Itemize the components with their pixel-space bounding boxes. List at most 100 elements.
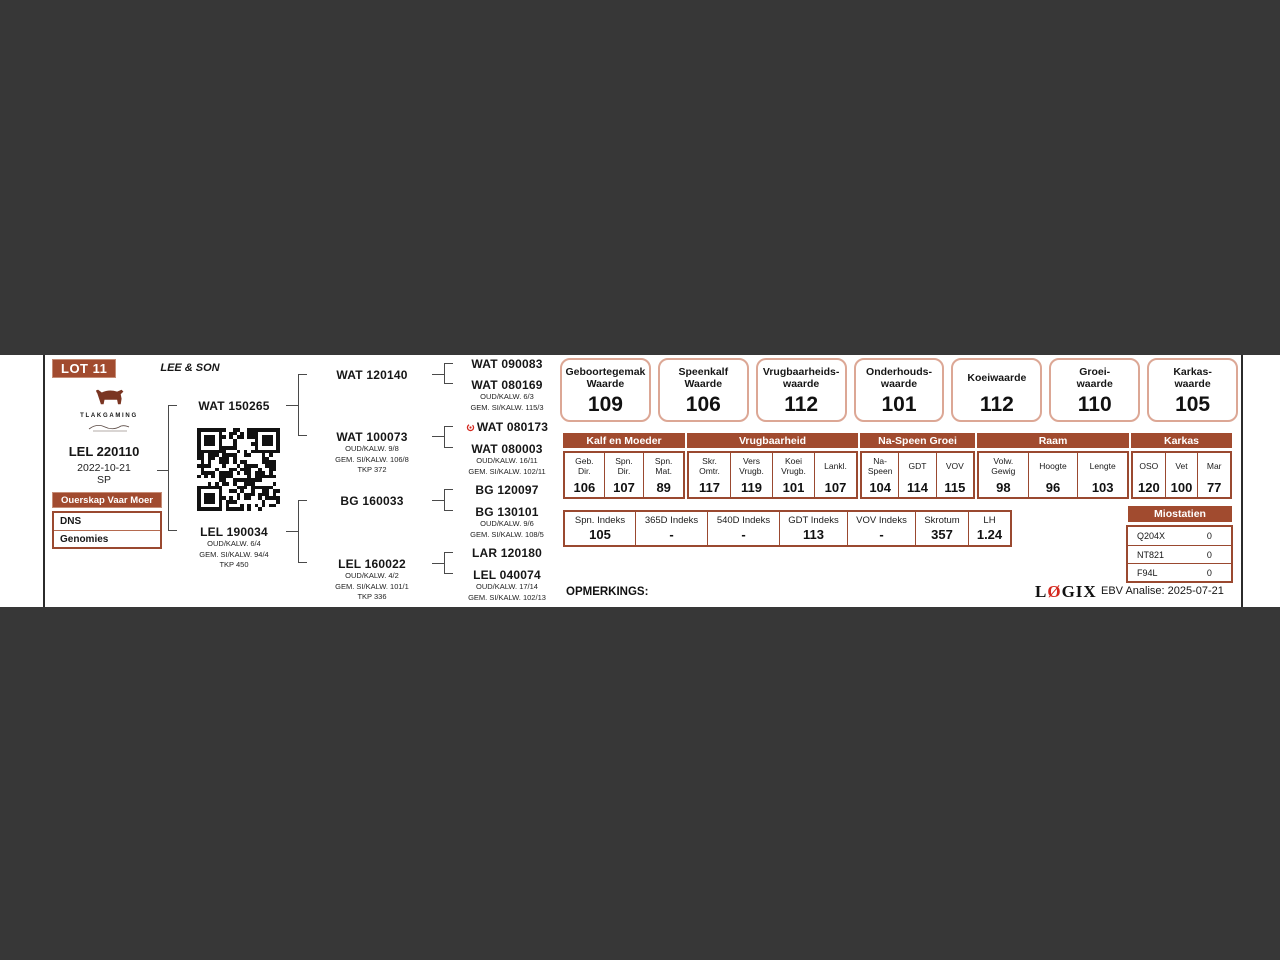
value-box-label: Waarde: [586, 378, 625, 390]
value-box-label: waarde: [783, 378, 820, 390]
ebv-table: Kalf en Moeder Geb. Dir. 106 Spn. Dir. 107 S…: [563, 433, 1232, 499]
breed-society-icon: [466, 421, 475, 435]
ebv-group-header: Karkas: [1131, 433, 1232, 448]
parentage-box: DNS Genomies: [52, 511, 162, 549]
ebv-cell-mar: Mar 77: [1197, 453, 1230, 497]
value-box-value: 101: [881, 393, 917, 416]
animal-id: BG 120097: [475, 483, 539, 497]
signature-script-icon: [87, 419, 131, 436]
pedigree-line: [157, 470, 168, 471]
pedigree-bracket: [298, 500, 307, 563]
miostatien-header: Miostatien: [1128, 506, 1232, 522]
index-cell-lh: LH 1.24: [968, 512, 1010, 545]
stat-line: GEM. SI/KALW. 101/1: [335, 581, 409, 591]
animal-id: BG 130101: [475, 505, 539, 519]
brand-name: TLAKGAMING: [80, 413, 138, 419]
ebv-group-header: Vrugbaarheid: [687, 433, 858, 448]
ebv-cell-vov: VOV 115: [935, 453, 973, 497]
miostatien-row: F94L 0: [1128, 563, 1231, 581]
logix-logo: LØGIX: [1035, 582, 1097, 601]
parentage-col-ouerskap: Ouerskap: [61, 494, 105, 506]
pedigree-line: [432, 374, 444, 375]
ebv-group-na-speen-groei: Na-Speen Groei Na- Speen 104 GDT 114 VOV 115: [860, 433, 975, 499]
ebv-cell-oso: OSO 120: [1137, 461, 1160, 495]
stat-line: TKP 336: [357, 592, 387, 601]
value-box-value: 105: [1175, 393, 1211, 416]
pedigree-dam: LEL 190034 OUD/KALW. 6/4 GEM. SI/KALW. 9…: [170, 525, 298, 571]
index-cell-vov: VOV Indeks -: [847, 512, 915, 545]
value-box-label: Speenkalf: [678, 365, 729, 378]
value-box-karkas: Karkas-waarde 105: [1147, 358, 1239, 422]
animal-id: LEL 040074: [473, 568, 541, 582]
pedigree-gg6: BG 130101 OUD/KALW. 9/6 GEM. SI/KALW. 10…: [447, 505, 567, 540]
miostatien-table: Q204X 0 NT821 0 F94L 0: [1126, 525, 1233, 583]
index-cell-spn-indeks: Spn. Indeks 105: [574, 515, 626, 542]
pedigree-gg5: BG 120097: [447, 483, 567, 497]
stat-line: OUD/KALW. 6/4: [207, 539, 261, 548]
pedigree-gg7: LAR 120180: [447, 546, 567, 560]
ebv-cell-skr-omtr: Skr. Omtr. 117: [699, 456, 720, 495]
value-box-value: 112: [979, 393, 1014, 416]
ebv-group-karkas: Karkas OSO 120 Vet 100 Mar 77: [1131, 433, 1232, 499]
animal-id: WAT 080003: [471, 442, 543, 456]
pedigree-gg4: WAT 080003 OUD/KALW. 16/11 GEM. SI/KALW.…: [447, 442, 567, 477]
ebv-group-header: Na-Speen Groei: [860, 433, 975, 448]
stat-line: TKP 372: [357, 465, 387, 474]
remarks-label: OPMERKINGS:: [566, 586, 649, 598]
birth-date: 2022-10-21: [77, 462, 131, 474]
ebv-cell-vers-vrugb: Vers Vrugb. 119: [730, 453, 772, 497]
catalog-sheet: LOT 11 LEE & SON TLAKGAMING LEL 220110 2…: [0, 355, 1280, 607]
value-box-onderhoud: Onderhouds-waarde 101: [853, 358, 945, 422]
pedigree-bracket: [444, 426, 453, 448]
bull-icon: [91, 389, 127, 411]
stat-line: OUD/KALW. 4/2: [345, 571, 399, 580]
ebv-cell-geb-dir: Geb. Dir. 106: [573, 456, 596, 495]
index-cell-365d: 365D Indeks -: [635, 512, 707, 545]
parentage-col-moer: Moer: [130, 494, 153, 506]
parentage-row-genomies: Genomies: [54, 530, 160, 547]
animal-id: WAT 080169: [471, 378, 543, 392]
pedigree-line: [432, 563, 444, 564]
ebv-cell-lengte: Lengte 103: [1077, 453, 1127, 497]
animal-id: WAT 120140: [336, 368, 408, 382]
animal-id: WAT 150265: [198, 399, 270, 413]
pedigree-line: [286, 531, 298, 532]
value-box-groei: Groei-waarde 110: [1049, 358, 1141, 422]
ebv-cell-na-speen: Na- Speen 104: [867, 456, 893, 495]
animal-id-text: WAT 080173: [476, 420, 549, 434]
stat-line: OUD/KALW. 9/6: [480, 519, 534, 528]
ebv-cell-lankl: Lankl. 107: [814, 453, 856, 497]
pedigree-bracket: [298, 374, 307, 436]
lot-badge: LOT 11: [52, 359, 117, 378]
value-box-label: waarde: [1174, 378, 1211, 390]
stat-line: OUD/KALW. 9/8: [345, 444, 399, 453]
qr-code: [197, 428, 280, 511]
pedigree-line: [286, 405, 298, 406]
stat-line: GEM. SI/KALW. 94/4: [199, 549, 269, 559]
animal-id: BG 160033: [340, 494, 404, 508]
pedigree-line: [432, 436, 444, 437]
ebv-group-header: Raam: [977, 433, 1129, 448]
value-box-label: Geboortegemak: [565, 365, 646, 378]
pedigree-sire: WAT 150265: [170, 399, 298, 413]
ebv-group-header: Kalf en Moeder: [563, 433, 685, 448]
value-box-label: waarde: [880, 378, 918, 390]
value-box-row: Geboortegemak Waarde 109 Speenkalf Waarde …: [560, 358, 1239, 422]
value-box-label: Groei-: [1079, 365, 1111, 378]
pedigree-dam-sire: BG 160033: [307, 494, 437, 508]
animal-id: LEL 160022: [338, 557, 406, 571]
ebv-analysis-date: EBV Analise: 2025-07-21: [1101, 585, 1224, 597]
logix-o-icon: Ø: [1047, 582, 1062, 601]
value-box-label: waarde: [1076, 378, 1113, 390]
ebv-group-raam: Raam Volw. Gewig 98 Hoogte 96 Lengte 103: [977, 433, 1129, 499]
pedigree-gg1: WAT 090083: [447, 357, 567, 371]
breeder-name: LEE & SON: [160, 362, 220, 374]
ebv-cell-spn-mat: Spn. Mat. 89: [643, 453, 683, 497]
index-row: Spn. Indeks 105 365D Indeks - 540D Indeks -…: [563, 510, 1012, 547]
miostatien-row: NT821 0: [1128, 545, 1231, 563]
value-box-value: 106: [685, 393, 721, 416]
ebv-cell-hoogte: Hoogte 96: [1027, 453, 1078, 497]
pedigree-gg3: WAT 080173: [447, 420, 567, 435]
index-cell-gdt: GDT Indeks 113: [779, 512, 847, 545]
stat-line: TKP 450: [219, 560, 249, 569]
